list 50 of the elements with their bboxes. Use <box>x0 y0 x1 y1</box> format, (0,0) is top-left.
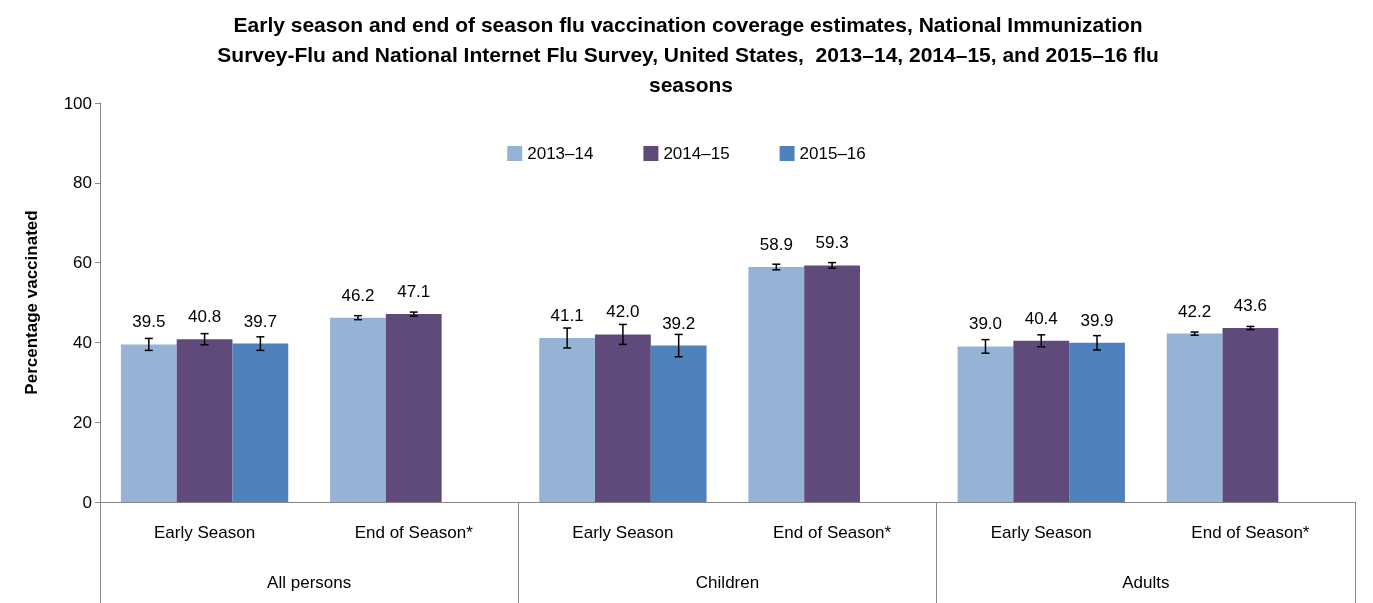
data-label: 47.1 <box>397 282 431 302</box>
bar <box>120 344 177 502</box>
text: Adults <box>1122 573 1170 592</box>
data-label: 40.8 <box>188 307 222 327</box>
text: All persons <box>267 573 352 592</box>
data-label: 42.0 <box>606 302 640 322</box>
data-label: 42.2 <box>1178 301 1212 321</box>
data-label: 39.7 <box>243 311 277 331</box>
x-tick-label: End of Season* <box>354 523 474 542</box>
bar <box>957 346 1014 502</box>
bar <box>595 334 651 502</box>
x-tick-label: Early Season <box>572 523 674 542</box>
bar <box>804 265 860 502</box>
x-tick-label: End of Season* <box>773 523 892 542</box>
data-label: 41.1 <box>550 306 584 326</box>
data-label: 43.6 <box>1233 296 1267 316</box>
bar <box>1222 328 1279 502</box>
text: Children <box>695 573 760 592</box>
y-tick-label: 20 <box>73 412 92 432</box>
bar <box>232 343 289 502</box>
y-tick-label: 100 <box>63 93 92 113</box>
data-label: 58.9 <box>759 234 793 254</box>
data-label: 39.0 <box>968 314 1003 334</box>
bar <box>385 314 442 502</box>
data-label: 39.9 <box>1080 310 1114 330</box>
y-axis-title: Percentage vaccinated <box>22 210 41 395</box>
data-label: 39.5 <box>132 312 166 332</box>
x-tick-label: End of Season* <box>1191 523 1310 542</box>
bar <box>330 317 386 502</box>
data-label: 46.2 <box>341 285 375 305</box>
data-label: 59.3 <box>815 233 849 253</box>
legend-label: 2014–15 <box>663 144 730 163</box>
y-tick-label: 40 <box>73 332 92 352</box>
legend-label: 2013–14 <box>527 144 594 163</box>
bar <box>650 345 707 502</box>
x-tick-label: Early Season <box>154 523 256 542</box>
bar <box>539 338 596 502</box>
data-label: 39.2 <box>662 313 696 333</box>
y-tick-label: 0 <box>82 492 92 512</box>
chart-title: Early season and end of season flu vaccination coverage estimates, National Immunization Survey-Flu and National Internet Flu Survey, United States, 2013–14, 2014–15, and 2015–16 flu seasons <box>217 12 1165 96</box>
bar <box>748 266 805 502</box>
bar <box>1069 342 1125 502</box>
y-tick-label: 80 <box>73 173 92 193</box>
data-label: 40.4 <box>1024 308 1058 328</box>
legend-label: 2015–16 <box>799 144 866 163</box>
y-tick-label: 60 <box>73 253 92 273</box>
bar <box>1166 333 1223 502</box>
bar <box>176 339 233 502</box>
x-tick-label: Early Season <box>990 523 1092 542</box>
bar <box>1013 340 1070 502</box>
